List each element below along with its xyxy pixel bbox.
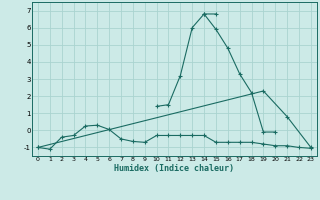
X-axis label: Humidex (Indice chaleur): Humidex (Indice chaleur) xyxy=(115,164,234,173)
